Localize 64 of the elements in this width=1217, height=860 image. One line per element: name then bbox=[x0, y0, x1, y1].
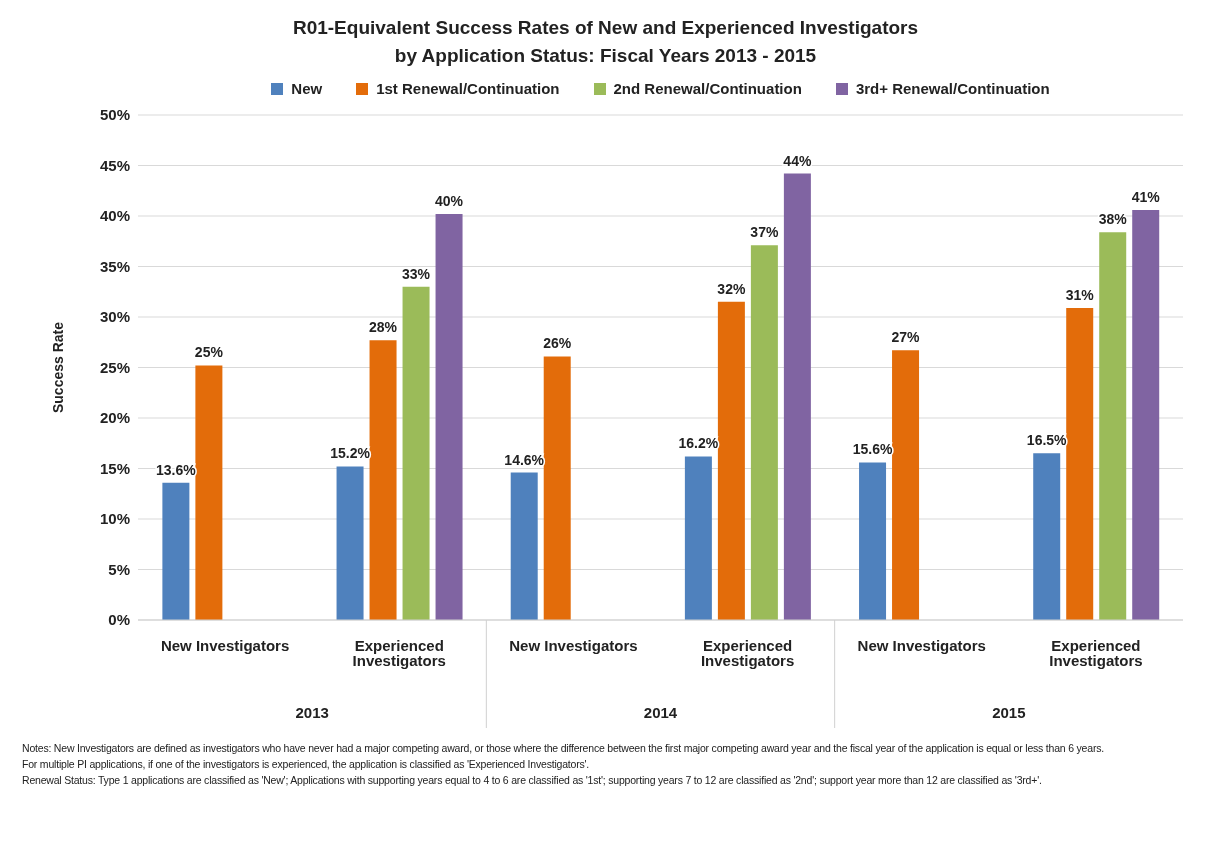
data-label: 41% bbox=[1131, 188, 1161, 205]
bar bbox=[1033, 453, 1061, 620]
bar bbox=[162, 482, 190, 620]
x-tick-label: Experienced Investigators bbox=[352, 636, 446, 669]
data-label: 37% bbox=[750, 224, 779, 241]
y-tick-label: 0% bbox=[108, 611, 130, 629]
text: Notes: New Investigators are defined as investigators who have never had a major competing award, or those where the difference between the first major competing award year and the fiscal year of the application is equal or less than 6 years. bbox=[22, 741, 1105, 756]
x-tick-label: Experienced Investigators bbox=[700, 636, 795, 669]
bar bbox=[336, 466, 364, 620]
text: 2015 bbox=[992, 704, 1026, 721]
data-label: 15.6% bbox=[852, 441, 893, 458]
bar bbox=[859, 462, 887, 620]
chart-title: R01-Equivalent Success Rates of New and Experienced Investigators by Application Status: Fiscal Years 2013 - 2015 bbox=[291, 16, 920, 68]
bar bbox=[543, 356, 571, 620]
y-tick-label: 45% bbox=[99, 156, 130, 174]
bar bbox=[435, 213, 463, 620]
bar bbox=[783, 173, 811, 620]
text: 2013 bbox=[295, 704, 329, 721]
text: 2014 bbox=[643, 704, 678, 721]
y-tick-label: 20% bbox=[99, 409, 130, 427]
bar bbox=[717, 301, 745, 620]
data-label: 40% bbox=[435, 192, 464, 209]
bar bbox=[1066, 307, 1094, 620]
bar bbox=[1099, 232, 1127, 620]
x-tick-label: New Investigators bbox=[857, 636, 986, 654]
y-tick-label: 5% bbox=[108, 560, 130, 578]
x-tick-label: Experienced Investigators bbox=[1049, 636, 1143, 669]
data-label: 44% bbox=[783, 152, 812, 169]
data-label: 16.5% bbox=[1026, 432, 1068, 449]
legend-label: 1st Renewal/Continuation bbox=[376, 80, 560, 97]
y-tick-label: 50% bbox=[99, 106, 130, 124]
bar bbox=[195, 365, 223, 620]
data-label: 32% bbox=[717, 280, 746, 297]
x-tick-label: New Investigators bbox=[160, 636, 290, 654]
y-tick-label: 35% bbox=[99, 257, 130, 275]
bar bbox=[510, 472, 538, 620]
y-tick-label: 15% bbox=[99, 459, 130, 477]
data-label: 33% bbox=[402, 265, 431, 282]
bar bbox=[1132, 209, 1160, 620]
text: Renewal Status: Type 1 applications are classified as 'New'; Applications with supporting years equal to 4 to 6 are classified as '1st'; supporting years 7 to 12 are classified as '2nd'; support year more than 12 are classified as '3rd+'. bbox=[22, 773, 1043, 788]
bar bbox=[402, 286, 430, 620]
y-tick-label: 25% bbox=[99, 358, 130, 376]
bar bbox=[684, 456, 712, 620]
data-label: 31% bbox=[1065, 286, 1095, 303]
legend-label: 3rd+ Renewal/Continuation bbox=[855, 80, 1050, 97]
y-tick-label: 40% bbox=[99, 207, 130, 225]
data-label: 28% bbox=[369, 319, 398, 336]
text: For multiple PI applications, if one of the investigators is experienced, the application is classified as 'Experienced Investigators'. bbox=[22, 757, 591, 772]
data-label: 15.2% bbox=[330, 445, 371, 462]
data-label: 27% bbox=[891, 329, 921, 346]
bar bbox=[892, 350, 920, 620]
x-tick-label: New Investigators bbox=[509, 636, 638, 654]
data-label: 14.6% bbox=[504, 451, 545, 468]
bar bbox=[369, 340, 397, 620]
legend-label: New bbox=[291, 80, 323, 97]
data-label: 16.2% bbox=[678, 435, 719, 452]
data-label: 38% bbox=[1098, 211, 1128, 228]
y-tick-label: 30% bbox=[99, 308, 130, 326]
data-label: 26% bbox=[543, 335, 572, 352]
data-label: 25% bbox=[194, 344, 224, 361]
y-axis-title: Success Rate bbox=[49, 321, 66, 414]
bar bbox=[750, 245, 778, 620]
legend-label: 2nd Renewal/Continuation bbox=[613, 80, 802, 97]
y-tick-label: 10% bbox=[99, 510, 130, 528]
